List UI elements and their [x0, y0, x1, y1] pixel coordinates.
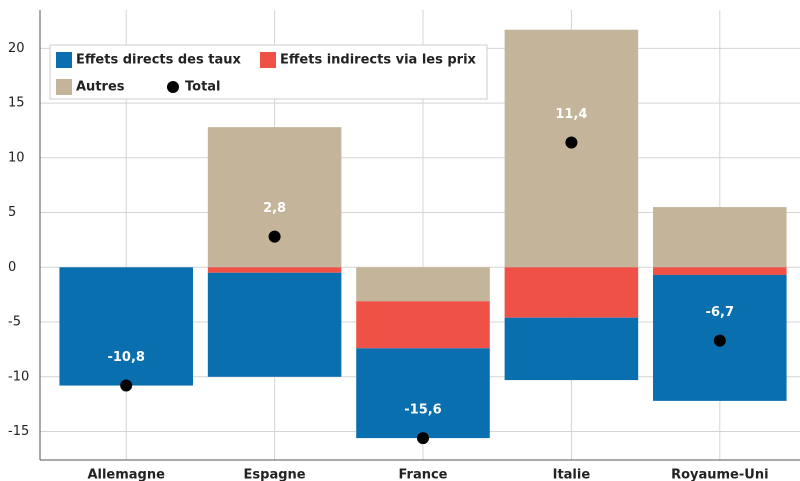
legend-marker: [167, 81, 179, 93]
bar-segment: [356, 267, 490, 302]
total-dot: [713, 334, 726, 347]
bar-segment: [59, 267, 193, 386]
data-label: -15,6: [404, 403, 441, 418]
bar-segment: [504, 317, 639, 381]
data-label: -6,7: [706, 305, 734, 320]
y-tick-label: 20: [8, 41, 25, 56]
data-label: 2,8: [263, 201, 286, 216]
x-tick-label: Espagne: [244, 468, 306, 481]
y-tick-label: 15: [8, 96, 25, 111]
total-dot: [417, 432, 429, 445]
data-label: 11,4: [555, 107, 587, 122]
legend-swatch: [260, 52, 276, 68]
bar-segment: [653, 267, 787, 275]
y-tick-label: 10: [8, 150, 25, 165]
total-dot: [268, 230, 281, 243]
y-tick-label: -15: [8, 424, 29, 439]
bar-segment: [653, 207, 787, 268]
y-tick-label: 5: [8, 205, 16, 220]
x-tick-label: Italie: [553, 468, 591, 481]
y-tick-label: -5: [8, 315, 21, 330]
bar-segment: [207, 272, 342, 377]
total-dot: [120, 379, 133, 392]
total-dot: [565, 136, 578, 149]
y-tick-label: 0: [8, 260, 16, 275]
legend-label: Effets directs des taux: [76, 53, 242, 68]
bar-segment: [356, 348, 490, 439]
y-tick-label: -10: [8, 369, 29, 384]
legend-label: Effets indirects via les prix: [280, 53, 477, 68]
bar-segment: [504, 29, 639, 268]
legend-swatch: [56, 79, 72, 95]
legend-swatch: [56, 52, 72, 68]
data-label: -10,8: [107, 350, 144, 365]
x-tick-label: Royaume-Uni: [671, 468, 768, 481]
x-tick-label: Allemagne: [87, 468, 165, 481]
legend-label: Total: [185, 80, 221, 95]
bar-segment: [207, 127, 342, 268]
bar-segment: [207, 267, 342, 273]
legend-label: Autres: [76, 80, 125, 95]
bar-segment: [504, 267, 639, 318]
bar-segment: [356, 301, 490, 349]
x-tick-label: France: [398, 468, 447, 481]
